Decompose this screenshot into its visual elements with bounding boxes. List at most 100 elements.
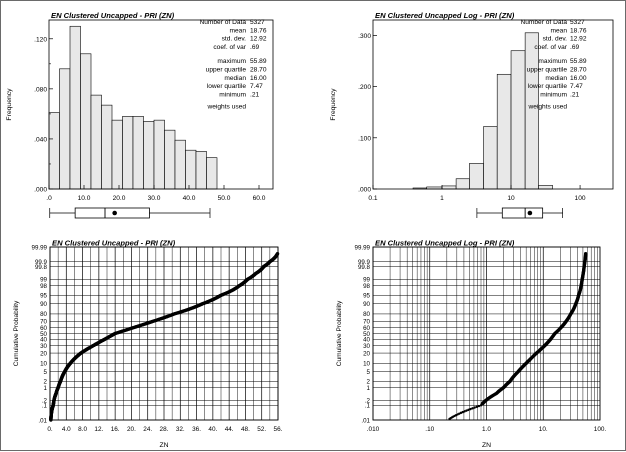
stat-value: 12.92 bbox=[250, 36, 267, 43]
x-tick-label: 100 bbox=[575, 195, 586, 202]
histogram-bar bbox=[164, 129, 176, 190]
data-point bbox=[583, 251, 588, 256]
histogram-bar bbox=[206, 157, 218, 190]
y-tick-label: .100 bbox=[358, 135, 371, 142]
x-tick-label: 24. bbox=[143, 426, 152, 433]
y-tick-label: .000 bbox=[34, 187, 47, 194]
y-tick-label: 98 bbox=[40, 283, 47, 290]
y-tick-label: .000 bbox=[358, 187, 371, 194]
x-tick-label: 60.0 bbox=[253, 195, 266, 202]
stat-label: minimum bbox=[540, 91, 567, 98]
stat-label: std. dev. bbox=[543, 36, 568, 43]
y-tick-label: .300 bbox=[358, 33, 371, 40]
y-tick-label: 10 bbox=[363, 361, 370, 368]
y-axis-label: Cumulative Probability bbox=[336, 300, 343, 366]
y-axis-label: Frequency bbox=[330, 88, 337, 121]
histogram-bar bbox=[101, 104, 113, 190]
stat-label: coef. of var bbox=[534, 44, 567, 51]
y-tick-label: 70 bbox=[40, 319, 47, 326]
probability-plot-3: .01.1.212510203040506070809095989999.899… bbox=[13, 239, 283, 450]
x-tick-label: 16. bbox=[111, 426, 120, 433]
stat-label: maximum bbox=[538, 58, 567, 65]
x-tick-label: .0 bbox=[46, 195, 52, 202]
y-tick-label: 99.99 bbox=[355, 244, 371, 251]
data-point bbox=[475, 405, 478, 409]
x-tick-label: 40.0 bbox=[183, 195, 196, 202]
y-tick-label: 99.9 bbox=[358, 259, 371, 266]
x-tick-label: 30.0 bbox=[148, 195, 161, 202]
x-tick-label: 28. bbox=[160, 426, 169, 433]
plot-frame bbox=[372, 19, 614, 190]
iqr-box bbox=[74, 207, 150, 219]
y-tick-label: 90 bbox=[40, 301, 47, 308]
stat-label: mean bbox=[230, 27, 247, 34]
x-tick-label: 10.0 bbox=[78, 195, 91, 202]
data-point bbox=[473, 406, 476, 409]
stat-value: 16.00 bbox=[250, 75, 267, 82]
stat-value: 5327 bbox=[570, 19, 585, 26]
stat-label: coef. of var bbox=[213, 44, 246, 51]
histogram-bar bbox=[122, 116, 134, 190]
x-tick-label: 56. bbox=[274, 426, 283, 433]
y-tick-label: 50 bbox=[363, 331, 370, 338]
stat-label: lower quartile bbox=[207, 83, 247, 90]
x-tick-label: 100. bbox=[594, 426, 607, 433]
x-tick-label: 0. bbox=[47, 426, 53, 433]
y-tick-label: 30 bbox=[363, 343, 370, 350]
stat-value: 7.47 bbox=[250, 83, 263, 90]
y-tick-label: 80 bbox=[363, 311, 370, 318]
histogram-bar bbox=[153, 119, 165, 190]
iqr-box bbox=[501, 207, 544, 219]
x-tick-label: 1 bbox=[440, 195, 444, 202]
y-tick-label: 60 bbox=[40, 325, 47, 332]
y-tick-label: 1 bbox=[44, 385, 48, 392]
y-tick-label: 5 bbox=[367, 369, 371, 376]
stat-label: minimum bbox=[219, 91, 246, 98]
x-tick-label: 50.0 bbox=[218, 195, 231, 202]
x-tick-label: .10 bbox=[425, 426, 434, 433]
stat-label: upper quartile bbox=[527, 67, 568, 74]
histogram-bar bbox=[455, 178, 470, 190]
histogram-bar bbox=[59, 68, 71, 190]
x-tick-label: 10 bbox=[507, 195, 515, 202]
histogram-1: .000 .040 .080 .120 .0 10.0 20.0 30.0 40.0 50.0 60… bbox=[6, 11, 274, 219]
stat-value: .21 bbox=[250, 91, 259, 98]
stat-label: maximum bbox=[217, 58, 246, 65]
y-tick-label: 50 bbox=[40, 331, 47, 338]
data-point bbox=[467, 408, 470, 412]
stat-value: 16.00 bbox=[570, 75, 587, 82]
histogram-bar bbox=[174, 139, 186, 190]
stat-value: 28.70 bbox=[250, 67, 267, 74]
x-tick-label: 4.0 bbox=[62, 426, 71, 433]
box-plot bbox=[476, 207, 563, 219]
y-tick-label: 10 bbox=[40, 361, 47, 368]
x-tick-label: 52. bbox=[257, 426, 266, 433]
y-tick-label: 99.8 bbox=[35, 264, 48, 271]
y-tick-label: .2 bbox=[42, 398, 48, 405]
weights-note: weights used bbox=[528, 104, 568, 111]
histogram-2: .000 .100 .200 .300 0.1 1 10 100 EN Clustered Un… bbox=[330, 11, 614, 219]
y-tick-label: 2 bbox=[44, 379, 48, 386]
histogram-bar bbox=[195, 151, 207, 190]
stat-label: lower quartile bbox=[528, 83, 568, 90]
histogram-bar bbox=[185, 149, 197, 190]
data-point bbox=[463, 410, 466, 413]
x-tick-label: 10. bbox=[539, 426, 548, 433]
stat-value: .21 bbox=[570, 91, 579, 98]
y-tick-label: 95 bbox=[363, 293, 370, 300]
y-tick-label: 99.9 bbox=[35, 259, 48, 266]
histogram-bar bbox=[538, 185, 553, 190]
stat-label: Number of Data bbox=[520, 19, 567, 26]
x-tick-label: 32. bbox=[176, 426, 185, 433]
y-tick-label: 99 bbox=[40, 277, 47, 284]
chart-title: EN Clustered Uncapped Log - PRI (ZN) bbox=[375, 11, 515, 20]
y-tick-label: 95 bbox=[40, 293, 47, 300]
histogram-bar bbox=[132, 116, 144, 190]
y-tick-label: .01 bbox=[361, 417, 370, 424]
x-tick-label: 12. bbox=[94, 426, 103, 433]
data-point bbox=[465, 409, 468, 412]
plot-frame bbox=[49, 246, 279, 421]
histogram-bar bbox=[510, 50, 526, 190]
